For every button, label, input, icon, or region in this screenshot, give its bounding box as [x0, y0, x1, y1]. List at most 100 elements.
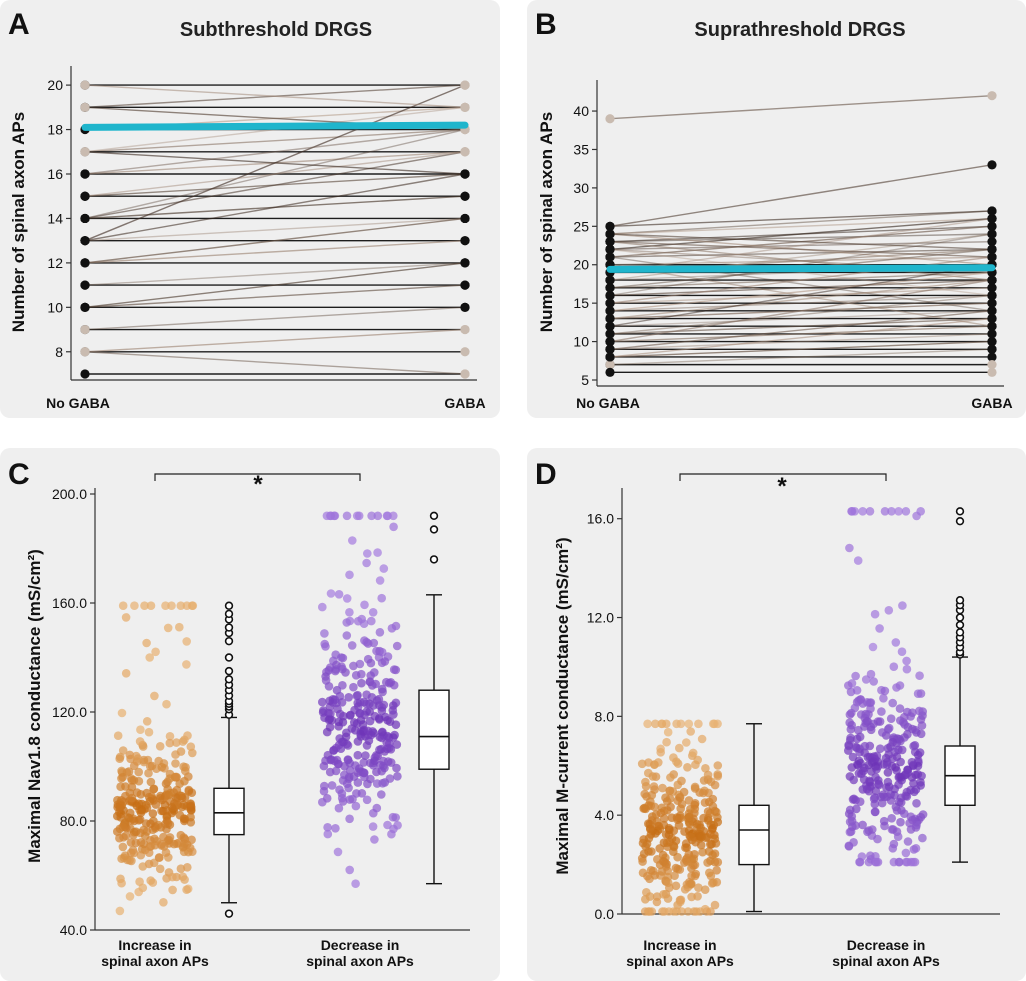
panel-c-data-point [386, 758, 396, 767]
panel-c-x-tick-increase-line1: Increase in [118, 937, 191, 953]
panel-c-data-point [386, 678, 396, 687]
panel-d-data-point [888, 698, 897, 708]
panel-a-pair-line [84, 217, 466, 242]
panel-d-data-point [671, 863, 681, 873]
panel-d-x-tick-increase-line2: spinal axon APs [626, 953, 734, 969]
panel-b-point-gaba [987, 306, 997, 316]
panel-a-point-gaba [460, 80, 470, 90]
panel-c-y-tick-label: 160.0 [52, 595, 87, 611]
panel-c-y-axis-label: Maximal Nav1.8 conductance (mS/cm²) [25, 549, 44, 863]
panel-d-x-tick-decrease-line2: spinal axon APs [832, 953, 940, 969]
panel-c-data-point [152, 836, 161, 846]
panel-d-data-point [905, 818, 914, 828]
panel-b-pair-line [609, 264, 993, 327]
panel-c-data-point [182, 660, 191, 669]
panel-c-data-point [372, 803, 382, 813]
panel-c-data-point [159, 832, 168, 842]
panel-a-pair-line [84, 151, 466, 220]
panel-d-data-point [713, 817, 723, 827]
panel-c-data-point [377, 593, 387, 603]
panel-a-y-tick-label: 20 [47, 77, 63, 93]
panel-c-data-point [176, 864, 186, 873]
panel-d-data-point [915, 671, 924, 680]
panel-d-data-point [870, 609, 880, 619]
panel-d-significance: * [777, 473, 787, 500]
panel-c-data-point [366, 658, 376, 668]
panel-d-data-point [643, 719, 652, 729]
panel-c-data-point [115, 754, 124, 763]
panel-a-y-tick-label: 18 [47, 122, 63, 138]
panel-c-data-point [337, 793, 347, 803]
panel-a-pair-line [84, 151, 466, 175]
panel-b-pair-line [609, 348, 993, 366]
panel-c-data-point [334, 590, 344, 599]
panel-c-data-point [121, 782, 130, 791]
panel-c-data-point [113, 731, 123, 740]
panel-b-pair-line [609, 279, 993, 343]
panel-a-y-tick-label: 8 [55, 344, 63, 360]
panel-c-data-point [344, 693, 354, 702]
panel-c-data-point [331, 666, 340, 676]
panel-d-data-point [693, 892, 702, 901]
panel-d-data-point [659, 890, 668, 899]
panel-c-data-point [118, 746, 128, 755]
panel-c-data-point [320, 629, 329, 638]
panel-b-point-gaba [987, 237, 997, 247]
panel-d-data-point [884, 606, 894, 615]
panel-d-y-tick-label: 12.0 [587, 610, 614, 626]
panel-c-data-point [357, 669, 366, 679]
panel-d-data-point [875, 624, 884, 633]
panel-c-data-point [352, 511, 362, 521]
panel-c-data-point [115, 833, 124, 843]
panel-c-data-point [353, 737, 363, 746]
panel-c-data-point [129, 848, 139, 858]
panel-c-data-point [181, 766, 190, 776]
panel-b-pair-line [609, 233, 993, 297]
panel-b-point-no-gaba [605, 336, 615, 347]
panel-c-data-point [362, 558, 371, 568]
panel-b-pair-line [609, 164, 993, 228]
panel-b-x-tick-gaba: GABA [971, 395, 1012, 411]
panel-b-y-tick-label: 5 [581, 372, 589, 388]
panel-d-data-point [707, 839, 716, 849]
panel-d-data-point [713, 770, 722, 779]
panel-c-data-point [369, 701, 378, 710]
panel-c-data-point [385, 717, 395, 726]
panel-a-pair-line [84, 306, 466, 331]
panel-d-data-point [682, 738, 691, 747]
panel-b-y-tick-label: 10 [573, 334, 589, 350]
panel-c-data-point [155, 794, 165, 803]
panel-a-point-no-gaba [80, 191, 90, 201]
panel-c-data-point [157, 762, 167, 772]
panel-d-data-point [889, 662, 899, 671]
panel-b-point-gaba [987, 336, 997, 347]
panel-b-point-gaba [987, 290, 997, 301]
panel-c-data-point [131, 838, 141, 848]
panel-c-data-point [333, 847, 343, 857]
panel-b-pair-line [609, 210, 993, 228]
panel-b-point-no-gaba [605, 275, 615, 285]
panel-d-data-point [902, 792, 912, 801]
panel-c-data-point [331, 766, 341, 776]
panel-d-data-point [646, 824, 655, 834]
panel-a-x-tick-no-gaba: No GABA [46, 395, 110, 411]
panel-b-pair-line [609, 248, 993, 297]
panel-d-data-point [710, 900, 720, 910]
panel-d-data-point [868, 642, 878, 652]
panel-a-point-no-gaba [80, 213, 90, 224]
panel-d-data-point [641, 777, 650, 787]
panel-c-data-point [149, 784, 158, 794]
panel-b-point-no-gaba [605, 321, 615, 331]
panel-d-data-point [666, 802, 675, 812]
panel-c-outlier [224, 653, 234, 662]
panel-c-data-point [127, 793, 137, 803]
panel-a-point-no-gaba [80, 169, 90, 179]
panel-c-data-point [365, 707, 375, 716]
panel-d-data-point [888, 825, 898, 834]
panel-d-data-point [647, 790, 657, 800]
panel-c-data-point [373, 511, 383, 521]
panel-d-data-point [875, 717, 885, 726]
panel-d-data-point [684, 812, 694, 822]
panel-c-data-point [138, 862, 148, 871]
panel-b-pair-line [609, 310, 993, 350]
